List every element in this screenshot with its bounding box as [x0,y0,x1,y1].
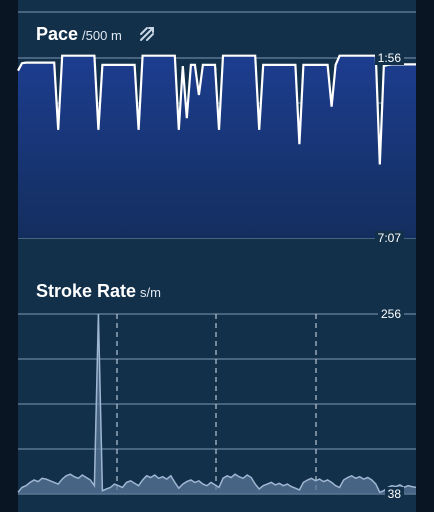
stroke-grid [18,313,416,495]
pace-unit: /500 m [82,28,122,43]
stroke-title-text: Stroke Rate [36,281,137,301]
pace-tick-top: 1:56 [374,51,404,65]
pace-area [18,55,416,239]
stroke-tick-top: 256 [377,307,404,321]
right-edge [416,0,434,512]
pace-title-text: Pace [36,24,79,44]
pace-chart-title: Pace/500 m [36,24,122,45]
stroke-rate-chart-title: Stroke Rate s/m [36,281,161,302]
pace-tick-bottom: 7:07 [374,231,404,245]
stroke-tick-bottom: 38 [384,487,404,501]
left-edge [0,0,18,512]
stroke-area [18,314,416,494]
stroke-unit: s/m [140,285,161,300]
stroke-series-line [17,313,417,494]
swap-units-icon[interactable] [139,25,159,43]
pace-series-line [17,54,416,165]
